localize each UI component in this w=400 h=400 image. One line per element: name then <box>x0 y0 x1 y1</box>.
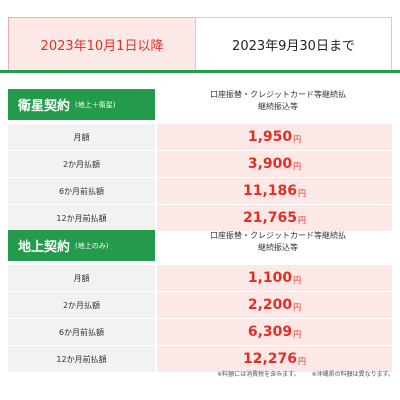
price-unit: 円 <box>298 215 307 225</box>
okinawa-footnote: ※沖縄県の料額は異なります。 <box>311 371 394 378</box>
price-row-value: 2,200 円 <box>157 292 392 318</box>
price-unit: 円 <box>298 188 307 198</box>
price-unit: 円 <box>293 302 302 312</box>
price-row: 月額 1,100 円 <box>8 265 392 291</box>
tab-from-2023-10-01-label: 2023年10月1日以降 <box>40 39 164 54</box>
price-unit: 円 <box>298 356 307 366</box>
price-amount: 11,186 <box>242 183 298 199</box>
section-subtitle: (地上のみ) <box>75 241 109 250</box>
payment-method-line1: 口座振替・クレジットカード等継続払 <box>210 231 346 240</box>
satellite-contract-section: 衛星契約 (地上＋衛星) 口座振替・クレジットカード等継続払 継続振込等 月額 … <box>8 89 392 231</box>
tax-footnote: ※料額には消費税を含みます。 <box>217 371 300 378</box>
price-row: 2か月払額 2,200 円 <box>8 292 392 318</box>
payment-method-line1: 口座振替・クレジットカード等継続払 <box>210 90 346 99</box>
period-tabs: 2023年10月1日以降 2023年9月30日まで <box>8 17 392 71</box>
price-unit: 円 <box>293 275 302 285</box>
section-title: 衛星契約 <box>18 99 71 114</box>
price-row-label: 6か月前払額 <box>8 178 155 204</box>
terrestrial-contract-section: 地上契約 (地上のみ) 口座振替・クレジットカード等継続払 継続振込等 月額 1… <box>8 230 392 372</box>
price-amount: 2,200 <box>247 297 293 313</box>
section-header: 地上契約 (地上のみ) 口座振替・クレジットカード等継続払 継続振込等 <box>8 230 392 264</box>
payment-method-line2: 継続振込等 <box>258 243 298 252</box>
price-row-label: 月額 <box>8 265 155 291</box>
price-row-value: 21,765 円 <box>157 205 392 231</box>
price-amount: 6,309 <box>247 324 293 340</box>
price-row: 月額 1,950 円 <box>8 124 392 150</box>
section-badge: 衛星契約 (地上＋衛星) <box>8 89 155 120</box>
price-amount: 3,900 <box>247 156 293 172</box>
tab-until-2023-09-30[interactable]: 2023年9月30日まで <box>195 17 392 71</box>
section-badge: 地上契約 (地上のみ) <box>8 230 155 261</box>
payment-method-line2: 継続振込等 <box>258 102 298 111</box>
price-row: 6か月前払額 6,309 円 <box>8 319 392 345</box>
price-row: 12か月前払額 21,765 円 <box>8 205 392 231</box>
price-row-label: 2か月払額 <box>8 292 155 318</box>
payment-method-note: 口座振替・クレジットカード等継続払 継続振込等 <box>173 89 383 113</box>
price-row-label: 12か月前払額 <box>8 205 155 231</box>
price-row-label: 2か月払額 <box>8 151 155 177</box>
price-row-value: 11,186 円 <box>157 178 392 204</box>
price-unit: 円 <box>293 134 302 144</box>
price-unit: 円 <box>293 329 302 339</box>
price-row-value: 12,276 円 <box>157 346 392 372</box>
price-amount: 1,100 <box>247 270 293 286</box>
price-row: 2か月払額 3,900 円 <box>8 151 392 177</box>
price-row-value: 1,100 円 <box>157 265 392 291</box>
section-title: 地上契約 <box>18 240 71 255</box>
tab-underline <box>0 70 400 73</box>
price-amount: 21,765 <box>242 210 298 226</box>
payment-method-note: 口座振替・クレジットカード等継続払 継続振込等 <box>173 230 383 254</box>
section-subtitle: (地上＋衛星) <box>75 100 116 109</box>
price-row-label: 6か月前払額 <box>8 319 155 345</box>
tab-from-2023-10-01[interactable]: 2023年10月1日以降 <box>8 17 195 71</box>
price-row-value: 6,309 円 <box>157 319 392 345</box>
price-row-value: 1,950 円 <box>157 124 392 150</box>
price-row: 12か月前払額 12,276 円 <box>8 346 392 372</box>
price-row-label: 12か月前払額 <box>8 346 155 372</box>
price-row: 6か月前払額 11,186 円 <box>8 178 392 204</box>
price-row-value: 3,900 円 <box>157 151 392 177</box>
tab-until-2023-09-30-label: 2023年9月30日まで <box>232 39 355 54</box>
section-header: 衛星契約 (地上＋衛星) 口座振替・クレジットカード等継続払 継続振込等 <box>8 89 392 123</box>
price-amount: 12,276 <box>242 351 298 367</box>
price-row-label: 月額 <box>8 124 155 150</box>
footnotes: ※料額には消費税を含みます。 ※沖縄県の料額は異なります。 <box>0 369 394 378</box>
price-unit: 円 <box>293 161 302 171</box>
price-amount: 1,950 <box>247 129 293 145</box>
